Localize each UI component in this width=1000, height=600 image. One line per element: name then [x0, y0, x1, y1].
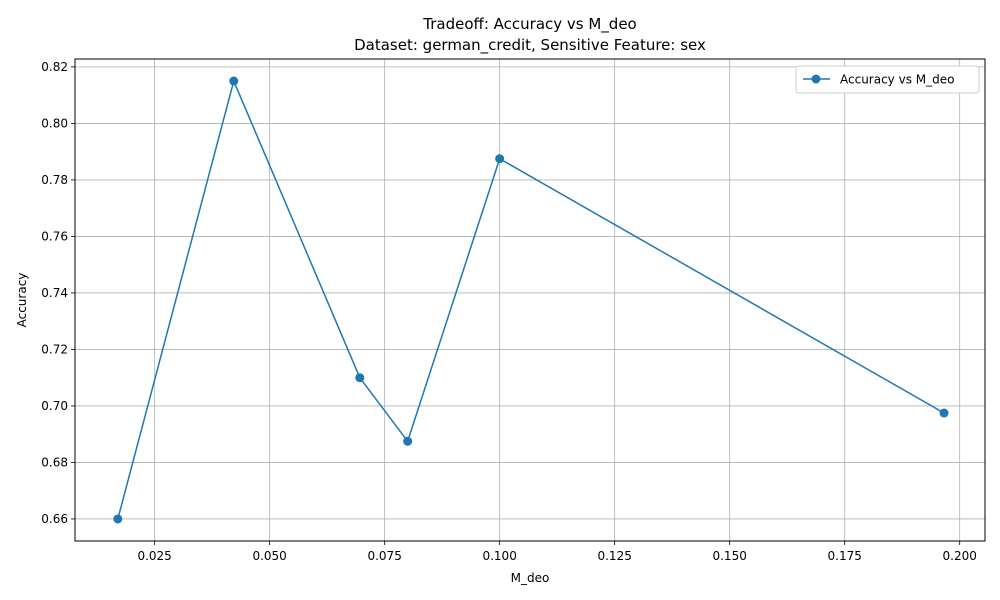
x-tick-label: 0.025 — [137, 549, 171, 563]
y-tick-label: 0.70 — [41, 399, 68, 413]
x-tick-label: 0.150 — [712, 549, 746, 563]
y-tick-label: 0.72 — [41, 342, 68, 356]
x-tick-label: 0.050 — [252, 549, 286, 563]
x-tick-label: 0.075 — [367, 549, 401, 563]
y-tick-label: 0.80 — [41, 116, 68, 130]
data-point — [113, 514, 123, 524]
data-point — [355, 373, 365, 383]
data-point — [403, 436, 413, 446]
x-tick-label: 0.200 — [943, 549, 977, 563]
y-tick-label: 0.74 — [41, 286, 68, 300]
x-tick-label: 0.125 — [597, 549, 631, 563]
y-tick-label: 0.78 — [41, 173, 68, 187]
chart-title: Tradeoff: Accuracy vs M_deo — [422, 15, 636, 34]
legend-marker-swatch — [811, 74, 821, 84]
grid — [75, 59, 985, 541]
legend-label: Accuracy vs M_deo — [840, 73, 954, 87]
chart-subtitle: Dataset: german_credit, Sensitive Featur… — [354, 36, 706, 55]
x-axis-label: M_deo — [511, 571, 550, 585]
x-tick-label: 0.100 — [482, 549, 516, 563]
data-point — [939, 408, 949, 418]
legend-box — [795, 65, 980, 94]
data-point — [495, 154, 505, 164]
series-line — [117, 78, 945, 520]
x-tick-label: 0.175 — [828, 549, 862, 563]
y-tick-label: 0.76 — [41, 229, 68, 243]
series-layer — [113, 76, 949, 524]
data-point — [229, 76, 239, 86]
y-tick-label: 0.82 — [41, 60, 68, 74]
ticks: 0.025 0.050 0.075 0.100 0.125 0.150 0.175 0.200… — [41, 60, 977, 563]
legend: Accuracy vs M_deo — [795, 65, 980, 94]
y-tick-label: 0.68 — [41, 455, 68, 469]
y-axis-label: Accuracy — [15, 273, 29, 328]
y-tick-label: 0.66 — [41, 512, 68, 526]
plot-area-frame — [74, 58, 986, 542]
